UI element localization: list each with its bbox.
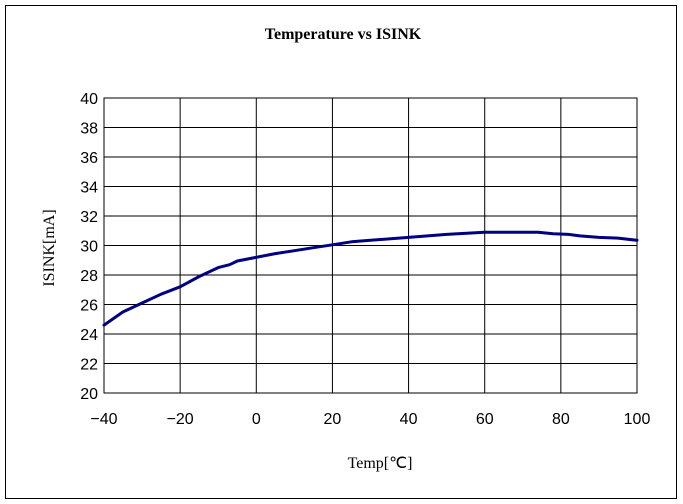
chart-frame: Temperature vs ISINK 20 22 24 26 28 30 32 34 36 3… [5, 5, 677, 499]
x-tick-label: −40 [90, 411, 117, 428]
x-tick-label: 0 [252, 411, 261, 428]
y-tick-label: 30 [80, 239, 98, 256]
y-tick-label: 28 [80, 268, 98, 285]
y-tick-label: 20 [80, 386, 98, 403]
y-tick-label: 36 [80, 150, 98, 167]
y-axis-ticks: 20 22 24 26 28 30 32 34 36 38 40 [80, 91, 98, 403]
chart-title: Temperature vs ISINK [265, 26, 422, 43]
plot-area [103, 97, 638, 394]
x-axis-ticks: −40 −20 0 20 40 60 80 100 [90, 411, 650, 428]
y-tick-label: 24 [80, 327, 98, 344]
y-tick-label: 32 [80, 209, 98, 226]
line-chart: Temperature vs ISINK 20 22 24 26 28 30 32 34 36 3… [41, 26, 650, 472]
x-axis-label: Temp[℃] [348, 455, 413, 472]
x-tick-label: 40 [400, 411, 418, 428]
series-layer [102, 230, 639, 327]
y-tick-label: 34 [80, 180, 98, 197]
x-tick-label: 60 [476, 411, 494, 428]
grid [103, 97, 638, 394]
x-tick-label: 20 [324, 411, 342, 428]
y-axis-label: ISINK[mA] [41, 209, 58, 286]
y-tick-label: 38 [80, 121, 98, 138]
series-line [102, 230, 639, 327]
x-tick-label: 80 [552, 411, 570, 428]
y-tick-label: 26 [80, 298, 98, 315]
x-tick-label: 100 [624, 411, 651, 428]
x-tick-label: −20 [167, 411, 194, 428]
y-tick-label: 22 [80, 357, 98, 374]
y-tick-label: 40 [80, 91, 98, 108]
